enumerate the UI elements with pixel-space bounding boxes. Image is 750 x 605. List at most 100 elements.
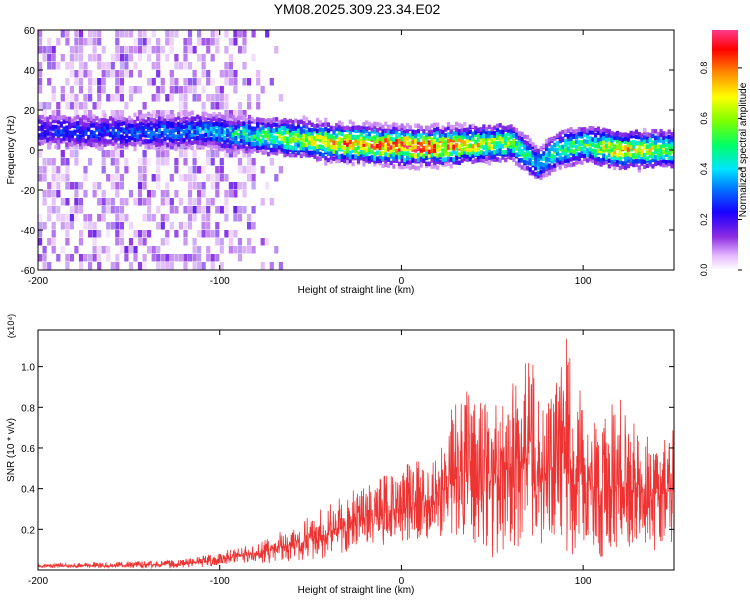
heatmap-cell bbox=[547, 152, 551, 157]
heatmap-cell bbox=[38, 141, 42, 146]
heatmap-cell bbox=[299, 136, 303, 141]
heatmap-cell bbox=[408, 141, 412, 146]
heatmap-cell bbox=[128, 70, 134, 78]
heatmap-cell bbox=[547, 163, 551, 168]
heatmap-cell bbox=[610, 162, 614, 167]
heatmap-cell bbox=[302, 120, 306, 126]
heatmap-cell bbox=[277, 126, 282, 131]
heatmap-cell bbox=[594, 133, 598, 138]
heatmap-cell bbox=[42, 262, 47, 270]
heatmap-cell bbox=[400, 137, 404, 142]
heatmap-cell bbox=[245, 146, 249, 151]
heatmap-cell bbox=[621, 153, 625, 158]
heatmap-cell bbox=[219, 118, 224, 126]
heatmap-cell bbox=[101, 70, 106, 78]
heatmap-cell bbox=[610, 159, 614, 165]
heatmap-cell bbox=[463, 153, 467, 159]
heatmap-cell bbox=[174, 86, 179, 94]
heatmap-cell bbox=[100, 145, 104, 151]
heatmap-cell bbox=[51, 118, 55, 124]
heatmap-cell bbox=[137, 262, 143, 270]
heatmap-cell bbox=[277, 129, 282, 134]
heatmap-cell bbox=[97, 38, 102, 46]
heatmap-cell bbox=[56, 142, 61, 150]
heatmap-cell bbox=[643, 145, 647, 150]
heatmap-cell bbox=[88, 86, 93, 94]
heatmap-cell bbox=[137, 110, 143, 118]
colorbar-label: Normalized spectral amplitude bbox=[738, 82, 749, 217]
heatmap-cell bbox=[392, 144, 396, 149]
heatmap-cell bbox=[381, 124, 385, 130]
heatmap-cell bbox=[504, 140, 508, 145]
heatmap-cell bbox=[106, 125, 110, 130]
heatmap-cell bbox=[68, 116, 72, 122]
heatmap-cell bbox=[378, 140, 382, 145]
heatmap-cell bbox=[47, 142, 52, 150]
heatmap-cell bbox=[190, 110, 194, 116]
heatmap-cell bbox=[187, 78, 193, 86]
heatmap-cell bbox=[626, 137, 630, 143]
heatmap-cell bbox=[250, 144, 254, 150]
heatmap-cell bbox=[247, 246, 252, 254]
heatmap-cell bbox=[165, 262, 170, 270]
heatmap-cell bbox=[40, 114, 44, 120]
heatmap-cell bbox=[550, 153, 554, 159]
heatmap-cell bbox=[651, 133, 655, 139]
heatmap-cell bbox=[119, 238, 124, 246]
heatmap-cell bbox=[51, 133, 55, 138]
heatmap-cell bbox=[137, 230, 143, 238]
heatmap-cell bbox=[247, 148, 252, 153]
heatmap-cell bbox=[81, 141, 85, 147]
heatmap-cell bbox=[594, 149, 598, 154]
heatmap-cell bbox=[487, 141, 491, 147]
heatmap-cell bbox=[260, 262, 265, 270]
heatmap-cell bbox=[92, 46, 97, 54]
heatmap-cell bbox=[74, 206, 79, 214]
heatmap-cell bbox=[274, 246, 279, 254]
heatmap-cell bbox=[427, 129, 431, 134]
heatmap-cell bbox=[169, 38, 174, 46]
heatmap-cell bbox=[310, 141, 314, 147]
heatmap-cell bbox=[258, 120, 262, 125]
heatmap-cell bbox=[201, 136, 205, 142]
heatmap-cell bbox=[643, 153, 647, 158]
heatmap-cell bbox=[561, 136, 565, 142]
heatmap-cell bbox=[171, 138, 175, 144]
heatmap-cell bbox=[286, 129, 290, 135]
heatmap-cell bbox=[296, 128, 301, 134]
heatmap-cell bbox=[482, 154, 486, 159]
heatmap-cell bbox=[433, 127, 437, 133]
heatmap-cell bbox=[569, 132, 573, 137]
heatmap-cell bbox=[57, 129, 61, 134]
heatmap-cell bbox=[335, 123, 339, 128]
heatmap-cell bbox=[237, 182, 243, 190]
heatmap-cell bbox=[305, 142, 309, 148]
heatmap-cell bbox=[599, 158, 603, 163]
heatmap-cell bbox=[38, 86, 43, 94]
heatmap-cell bbox=[365, 136, 369, 141]
heatmap-cell bbox=[115, 238, 120, 246]
heatmap-cell bbox=[76, 134, 80, 139]
heatmap-cell bbox=[558, 152, 562, 158]
heatmap-cell bbox=[133, 142, 137, 147]
heatmap-cell bbox=[224, 230, 229, 238]
heatmap-cell bbox=[115, 190, 120, 198]
heatmap-cell bbox=[183, 262, 188, 270]
heatmap-cell bbox=[174, 30, 179, 38]
heatmap-cell bbox=[247, 120, 252, 125]
heatmap-cell bbox=[389, 139, 393, 145]
heatmap-cell bbox=[572, 156, 576, 161]
heatmap-cell bbox=[251, 166, 256, 174]
heatmap-cell bbox=[307, 136, 311, 141]
heatmap-cell bbox=[149, 134, 153, 140]
heatmap-cell bbox=[539, 175, 543, 181]
heatmap-cell bbox=[329, 155, 333, 160]
heatmap-cell bbox=[192, 246, 197, 254]
y-tick-label: 40 bbox=[24, 66, 36, 77]
heatmap-cell bbox=[160, 138, 164, 144]
heatmap-cell bbox=[659, 159, 663, 165]
heatmap-cell bbox=[242, 62, 247, 70]
heatmap-cell bbox=[215, 230, 220, 238]
heatmap-cell bbox=[318, 130, 322, 136]
heatmap-cell bbox=[197, 166, 202, 174]
